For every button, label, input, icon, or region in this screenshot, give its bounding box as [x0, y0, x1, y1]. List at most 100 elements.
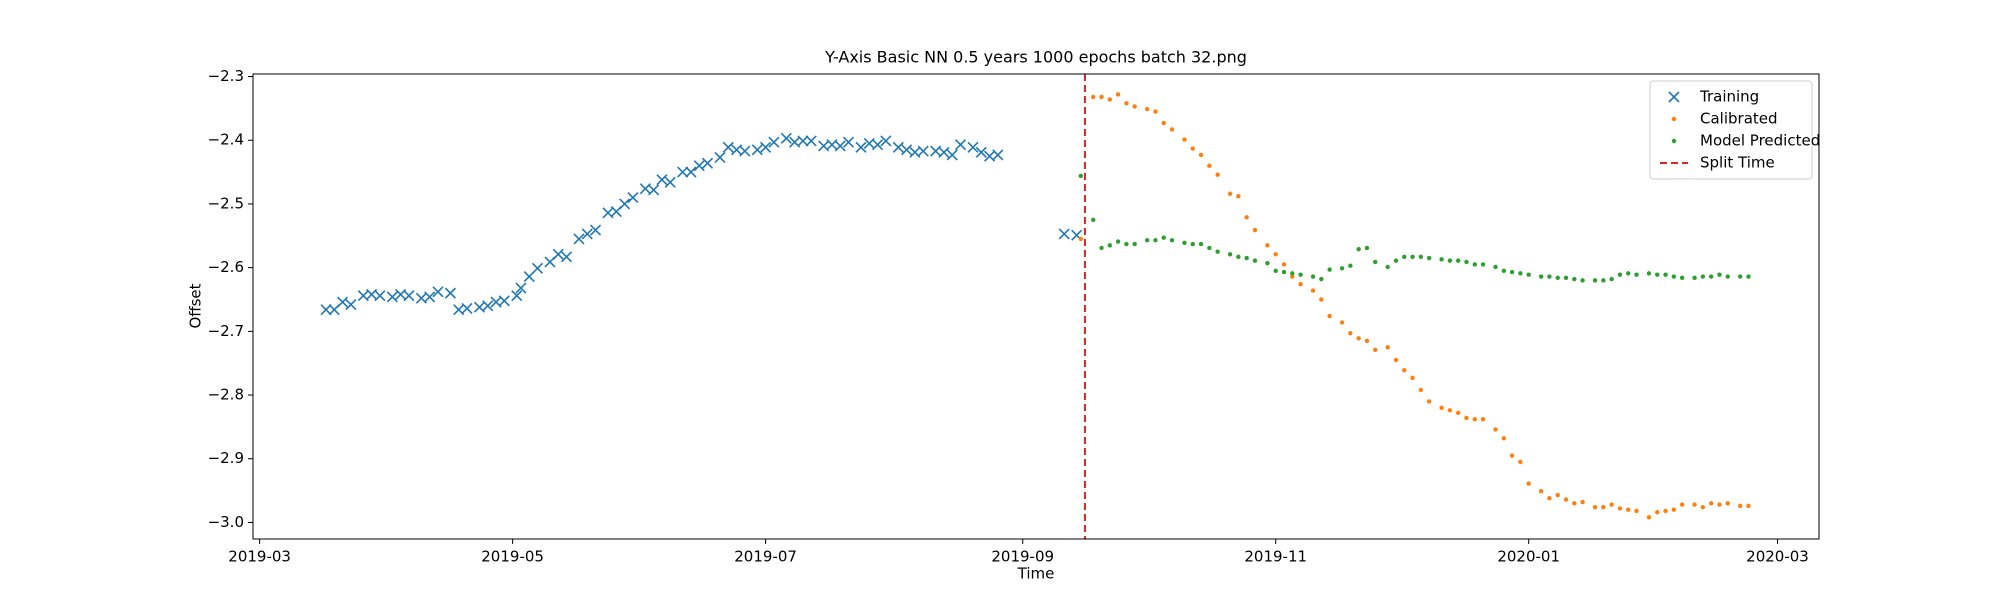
point — [1078, 173, 1083, 179]
point — [1273, 252, 1278, 257]
point — [1364, 338, 1370, 344]
point — [1348, 331, 1353, 336]
point — [1717, 272, 1722, 277]
point — [1663, 272, 1668, 277]
x-tick-label: 2020-01 — [1497, 548, 1560, 566]
point — [1153, 109, 1158, 114]
point — [1281, 269, 1287, 275]
point — [1310, 288, 1316, 293]
point — [1738, 274, 1743, 279]
point — [1385, 345, 1390, 350]
point — [1290, 271, 1295, 276]
point — [1319, 276, 1324, 282]
y-tick-label: −2.8 — [208, 386, 244, 404]
point — [1526, 272, 1531, 277]
point — [1161, 235, 1166, 240]
point — [975, 146, 987, 158]
point — [1634, 272, 1639, 277]
point — [1107, 243, 1113, 248]
point — [1592, 278, 1598, 283]
point — [560, 251, 573, 263]
point — [1244, 215, 1249, 220]
point — [1099, 94, 1104, 100]
point — [834, 140, 846, 152]
point — [1646, 271, 1652, 276]
point — [1617, 506, 1623, 511]
point — [1626, 271, 1631, 276]
point — [1207, 245, 1212, 251]
point — [760, 141, 772, 153]
point — [1402, 367, 1407, 373]
point — [1609, 502, 1614, 507]
x-tick-label: 2019-11 — [1244, 548, 1307, 566]
point — [432, 286, 444, 298]
point — [677, 166, 689, 178]
point — [1518, 271, 1523, 276]
point — [1526, 481, 1531, 486]
point — [1144, 238, 1150, 243]
point — [444, 287, 456, 299]
point — [1493, 427, 1498, 432]
point — [1592, 504, 1598, 510]
point — [1207, 163, 1212, 168]
point — [946, 149, 958, 161]
point — [1402, 254, 1407, 260]
point — [1563, 497, 1569, 502]
point — [1601, 278, 1606, 283]
point — [1290, 274, 1295, 279]
point — [461, 302, 473, 314]
point — [619, 198, 631, 210]
point — [511, 290, 523, 302]
point — [1091, 217, 1096, 223]
point — [1493, 264, 1498, 270]
point — [1153, 238, 1158, 243]
chart-title: Y-Axis Basic NN 0.5 years 1000 epochs ba… — [824, 48, 1247, 67]
point — [1580, 278, 1585, 283]
point — [1538, 274, 1544, 279]
point — [872, 139, 884, 151]
point — [1655, 510, 1660, 515]
legend-swatch — [1671, 116, 1677, 122]
point — [805, 135, 817, 147]
point — [1182, 137, 1187, 142]
point — [1572, 501, 1577, 506]
point — [1265, 260, 1270, 266]
point — [901, 144, 913, 156]
point — [992, 149, 1004, 161]
point — [1464, 259, 1469, 265]
point — [581, 228, 593, 240]
point — [1327, 267, 1332, 272]
point — [1692, 502, 1697, 507]
x-axis-label: Time — [1017, 565, 1055, 583]
point — [1410, 254, 1415, 260]
point — [1738, 503, 1743, 509]
point — [1692, 275, 1697, 281]
point — [1169, 127, 1175, 132]
point — [1439, 257, 1444, 262]
point — [1563, 275, 1569, 281]
point — [515, 282, 527, 294]
y-axis-label: Offset — [187, 283, 205, 328]
point — [1373, 259, 1378, 265]
point — [1215, 249, 1220, 254]
point — [1215, 172, 1220, 177]
point — [1227, 252, 1233, 257]
plot-frame — [252, 73, 1820, 540]
point — [1227, 191, 1233, 196]
point — [337, 296, 349, 308]
point — [1609, 276, 1614, 282]
point — [780, 132, 792, 144]
point — [954, 139, 967, 151]
point — [1679, 502, 1685, 507]
point — [1327, 313, 1332, 319]
point — [627, 192, 639, 204]
point — [403, 290, 415, 302]
point — [1252, 258, 1258, 263]
point — [1132, 241, 1137, 247]
point — [531, 262, 544, 274]
legend-swatch — [1671, 138, 1677, 144]
point — [842, 136, 855, 148]
point — [1281, 262, 1287, 267]
point — [1161, 120, 1166, 126]
point — [917, 145, 929, 157]
